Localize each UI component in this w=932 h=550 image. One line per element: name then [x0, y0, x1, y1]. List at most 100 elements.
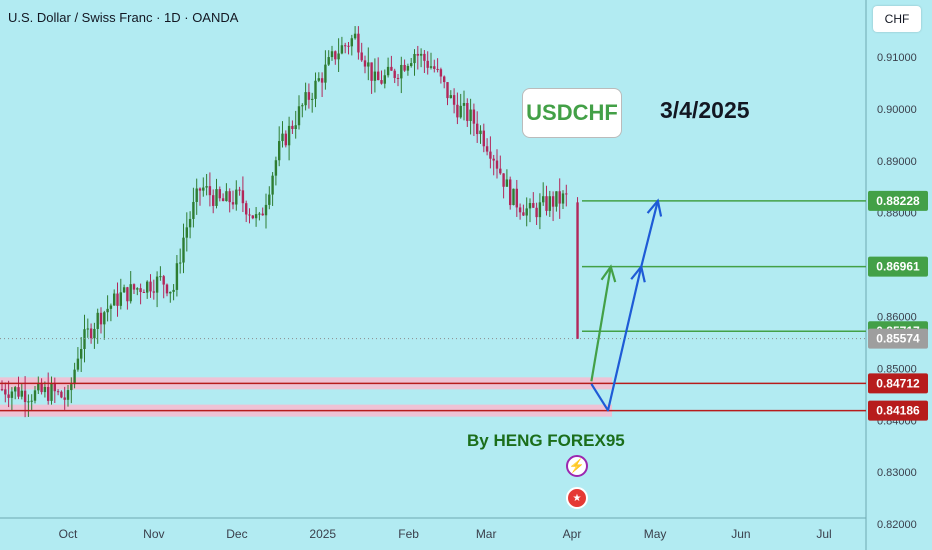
symbol-label: USDCHF: [522, 88, 622, 138]
price-tag-label: 0.88228: [876, 194, 920, 208]
x-tick-label: Nov: [143, 527, 164, 541]
candle-body: [538, 202, 542, 218]
candle-body: [228, 191, 231, 203]
candle-body: [334, 51, 337, 60]
candle-body: [446, 82, 449, 99]
candle-body: [56, 391, 60, 393]
candle-body: [245, 203, 248, 215]
candle-body: [439, 69, 443, 77]
candle-body: [10, 391, 14, 398]
candle-body: [172, 289, 175, 292]
candle-body: [443, 76, 446, 83]
price-tag-label: 0.86961: [876, 260, 920, 274]
candle-body: [37, 383, 40, 391]
candle-body: [347, 45, 350, 47]
candle-body: [558, 191, 561, 204]
candle-body: [139, 288, 142, 292]
y-tick-label: 0.86000: [877, 312, 917, 324]
candle-body: [576, 202, 579, 339]
x-tick-label: Mar: [476, 527, 497, 541]
candle-body: [353, 33, 357, 39]
candle-body: [169, 291, 172, 294]
candle-body: [27, 401, 30, 403]
candle-body: [50, 383, 53, 401]
candle-body: [122, 287, 126, 293]
candle-body: [182, 237, 185, 263]
candle-body: [535, 207, 538, 218]
candle-body: [278, 141, 281, 161]
candle-body: [14, 387, 17, 392]
y-tick-label: 0.82000: [877, 519, 917, 531]
candle-body: [403, 64, 406, 71]
candle-body: [522, 212, 525, 216]
candle-body: [360, 52, 363, 61]
candle-body: [509, 179, 512, 206]
candle-body: [390, 66, 393, 71]
candle-body: [132, 284, 136, 290]
candle-body: [53, 383, 56, 392]
candle-body: [370, 62, 373, 81]
price-tag-label: 0.84712: [876, 376, 920, 390]
x-tick-label: Dec: [226, 527, 247, 541]
candle-body: [456, 104, 459, 118]
candle-body: [185, 227, 188, 238]
x-tick-label: Jun: [731, 527, 750, 541]
candle-body: [449, 95, 452, 99]
candle-body: [419, 53, 423, 56]
candle-body: [271, 175, 274, 195]
candle-body: [505, 179, 509, 187]
price-tag-label: 0.85574: [876, 332, 920, 346]
candle-body: [436, 68, 439, 70]
y-tick-label: 0.91000: [877, 52, 917, 64]
candle-body: [357, 33, 360, 53]
candle-body: [561, 193, 565, 204]
candle-body: [119, 292, 122, 306]
arrowhead: [600, 264, 617, 283]
candle-body: [129, 284, 132, 302]
price-tag: [868, 400, 928, 421]
candle-body: [43, 386, 47, 393]
candle-body: [426, 60, 429, 68]
candle-body: [314, 80, 317, 99]
lightning-event-icon[interactable]: ⚡: [566, 455, 588, 477]
candle-body: [47, 386, 50, 401]
candle-body: [287, 125, 291, 146]
candle-body: [565, 193, 568, 195]
candle-body: [149, 281, 152, 292]
candle-body: [301, 105, 304, 107]
candle-body: [327, 57, 330, 65]
candle-body: [502, 173, 505, 187]
candle-body: [495, 160, 499, 169]
y-tick-label: 0.83000: [877, 467, 917, 479]
x-tick-label: May: [644, 527, 667, 541]
candle-body: [146, 281, 149, 293]
candle-body: [248, 214, 251, 216]
candle-body: [208, 186, 212, 196]
price-tag: [868, 373, 928, 394]
candle-body: [93, 328, 96, 339]
x-tick-label: Apr: [563, 527, 582, 541]
candle-body: [489, 151, 492, 159]
candle-body: [113, 293, 116, 306]
candle-body: [225, 191, 228, 202]
currency-button[interactable]: CHF: [873, 6, 921, 32]
us-flag-event-icon[interactable]: ★: [566, 487, 588, 509]
candle-body: [551, 196, 555, 207]
candle-body: [17, 387, 20, 397]
candle-body: [73, 369, 76, 385]
candle-body: [33, 390, 37, 401]
candle-body: [380, 80, 383, 84]
candle-body: [416, 53, 419, 56]
candle-body: [377, 71, 380, 81]
candle-body: [0, 389, 4, 391]
date-annotation: 3/4/2025: [660, 97, 750, 123]
candle-body: [528, 203, 532, 209]
author-annotation: By HENG FOREX95: [467, 431, 625, 450]
candle-body: [116, 293, 119, 306]
candle-body: [367, 62, 370, 67]
candle-body: [155, 276, 159, 293]
candle-body: [320, 78, 324, 83]
candle-body: [258, 213, 261, 215]
candle-body: [452, 95, 456, 105]
